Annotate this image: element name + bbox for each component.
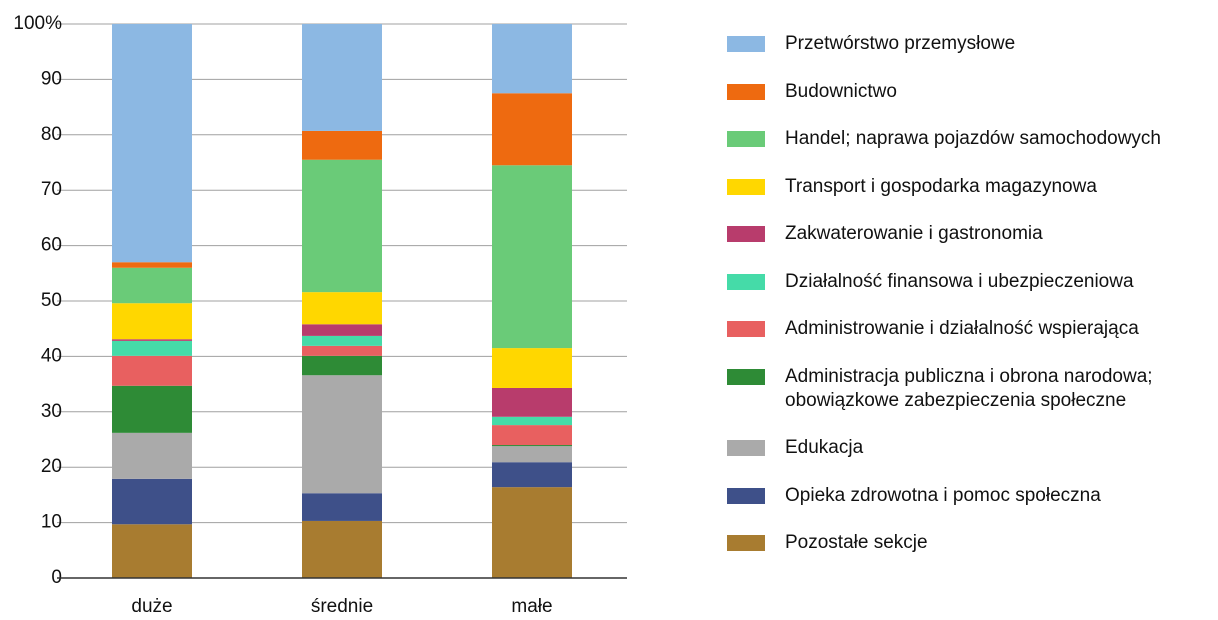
bar-segment (302, 324, 382, 336)
y-tick-label: 0 (51, 567, 62, 588)
legend-swatch (727, 178, 765, 195)
legend-item: Budownictwo (727, 80, 1207, 104)
bar-segment (302, 520, 382, 578)
bar-segment (302, 345, 382, 356)
legend-item: Zakwaterowanie i gastronomia (727, 222, 1207, 246)
legend-swatch (727, 487, 765, 504)
legend-swatch (727, 535, 765, 551)
legend-swatch (727, 131, 765, 147)
legend-label: Zakwaterowanie i gastronomia (785, 223, 1043, 244)
y-tick-label: 40 (41, 345, 62, 366)
legend-label: Handel; naprawa pojazdów samochodowych (785, 128, 1162, 149)
y-tick-label: 100% (13, 13, 62, 34)
bar-segment (302, 292, 382, 325)
y-tick-label: 10 (41, 512, 62, 533)
legend-item: Handel; naprawa pojazdów samochodowych (727, 127, 1207, 151)
bar-segment (302, 24, 382, 131)
legend-label: Budownictwo (785, 80, 897, 102)
bar-segment (492, 348, 572, 388)
legend-swatch (727, 368, 765, 385)
legend-item: Administrowanie i działalność wspierając… (727, 317, 1207, 341)
y-tick-label: 20 (41, 456, 62, 477)
bar-segment (492, 425, 572, 446)
legend-label: Edukacja (785, 437, 864, 458)
x-tick-label: średnie (311, 596, 373, 617)
bar-segment (112, 385, 192, 433)
legend-item: Edukacja (727, 436, 1207, 460)
legend-item: Administracja publiczna i obrona narodow… (727, 365, 1207, 413)
legend-label: Administracja publiczna i obrona narodow… (785, 365, 1153, 411)
y-tick-label: 50 (41, 290, 62, 311)
y-tick-label: 90 (41, 68, 62, 89)
legend-swatch (727, 83, 765, 100)
legend-item: Transport i gospodarka magazynowa (727, 175, 1207, 199)
bar-segment (302, 355, 382, 376)
bar-segment (302, 335, 382, 346)
legend-swatch (727, 226, 765, 242)
legend-swatch (727, 273, 765, 290)
bar-segment (492, 24, 572, 94)
bar-segment (492, 93, 572, 166)
legend-label: Pozostałe sekcje (785, 532, 928, 553)
legend-item: Opieka zdrowotna i pomoc społeczna (727, 484, 1207, 508)
legend-label: Działalność finansowa i ubezpieczeniowa (785, 270, 1134, 292)
bar-segment (302, 130, 382, 160)
legend: Przetwórstwo przemysłowe Budownictwo Hande… (727, 32, 1207, 555)
x-tick-label: małe (511, 596, 552, 617)
x-tick-label: duże (131, 596, 172, 617)
legend-item: Działalność finansowa i ubezpieczeniowa (727, 270, 1207, 294)
bar-segment (112, 355, 192, 386)
bar-segment (112, 267, 192, 304)
bar-segment (112, 478, 192, 525)
legend-label: Opieka zdrowotna i pomoc społeczna (785, 484, 1101, 506)
bar-segment (492, 462, 572, 488)
bar-segment (112, 524, 192, 578)
bar-segment (112, 24, 192, 263)
legend-swatch (727, 440, 765, 456)
y-tick-label: 80 (41, 124, 62, 145)
chart: 0 10 20 30 40 50 60 70 80 90 100% duże średnie małe (13, 13, 627, 617)
legend-item: Przetwórstwo przemysłowe (727, 32, 1207, 56)
bar-segment (492, 446, 572, 463)
bar-segment (492, 387, 572, 417)
bar-segment (492, 487, 572, 578)
bar-segment (112, 303, 192, 340)
legend-label: Administrowanie i działalność wspierając… (785, 318, 1139, 339)
y-tick-label: 70 (41, 179, 62, 200)
bar-segment (492, 165, 572, 349)
y-tick-label: 30 (41, 401, 62, 422)
legend-label: Przetwórstwo przemysłowe (785, 33, 1016, 54)
bar-segment (492, 445, 572, 447)
bar-segment (112, 262, 192, 268)
bar-segment (302, 493, 382, 521)
bar-segment (112, 339, 192, 341)
legend-swatch (727, 36, 765, 52)
bar-segment (112, 432, 192, 479)
bar-segment (112, 340, 192, 356)
legend-item: Pozostałe sekcje (727, 531, 1207, 555)
y-tick-label: 60 (41, 235, 62, 256)
bar-segment (492, 416, 572, 426)
bar-segment (302, 159, 382, 293)
legend-swatch (727, 321, 765, 337)
legend-label: Transport i gospodarka magazynowa (785, 175, 1097, 197)
bar-segment (302, 375, 382, 494)
